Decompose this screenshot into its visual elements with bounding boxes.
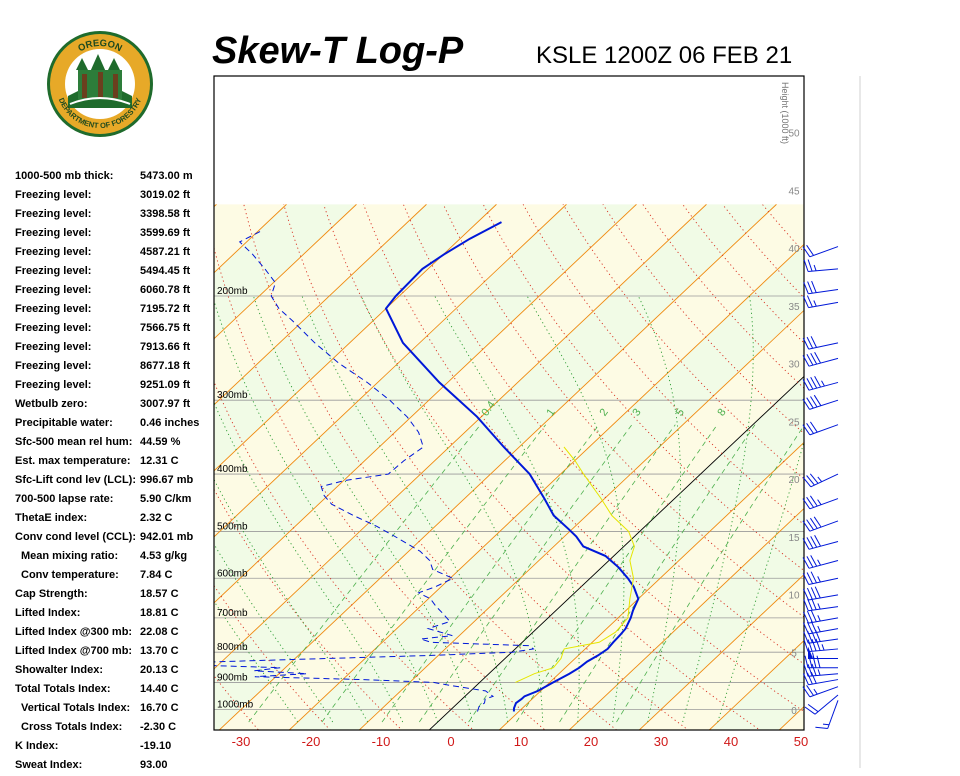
wind-barb <box>803 296 838 308</box>
wind-barb <box>804 281 838 294</box>
wind-barb <box>803 474 838 487</box>
temperature-tick-label: -10 <box>372 734 391 749</box>
wind-barb <box>803 336 838 349</box>
wind-barb-column <box>803 76 860 768</box>
pressure-tick-label: 400mb <box>217 464 248 475</box>
wind-barb <box>803 535 838 549</box>
pressure-tick-label: 700mb <box>217 608 248 619</box>
dry-adiabat-line <box>882 204 960 745</box>
wind-barb <box>803 496 838 509</box>
isotherm-line <box>0 204 76 745</box>
dry-adiabat-line <box>4 204 199 745</box>
wind-barb <box>803 610 838 623</box>
wind-barb <box>803 422 838 435</box>
dry-adiabat-line <box>802 204 960 745</box>
wind-barb <box>803 685 838 697</box>
temperature-tick-label: 20 <box>584 734 598 749</box>
temperature-tick-label: 50 <box>794 734 808 749</box>
wind-barb <box>804 664 838 676</box>
height-tick-label: 15 <box>788 533 800 544</box>
height-tick-label: 10 <box>788 591 800 602</box>
wind-barb <box>803 352 838 366</box>
pressure-tick-label: 900mb <box>217 672 248 683</box>
isotherm-line <box>0 204 6 745</box>
height-tick-label: 5 <box>791 648 797 659</box>
pressure-tick-label: 600mb <box>217 568 248 579</box>
wind-barb <box>803 395 838 409</box>
temperature-tick-label: 10 <box>514 734 528 749</box>
height-tick-label: 45 <box>788 186 800 197</box>
wind-barb <box>803 587 838 600</box>
isotherm-line <box>0 204 216 745</box>
wind-barb <box>805 695 838 714</box>
pressure-tick-label: 300mb <box>217 390 248 401</box>
wind-barb <box>803 517 838 531</box>
wind-barb <box>803 245 838 257</box>
pressure-tick-label: 1000mb <box>217 700 254 711</box>
wind-barb <box>803 555 838 568</box>
pressure-tick-label: 500mb <box>217 521 248 532</box>
temperature-tick-label: 30 <box>654 734 668 749</box>
height-tick-label: 30 <box>788 360 800 371</box>
pressure-tick-label: 800mb <box>217 642 248 653</box>
height-tick-label: 25 <box>788 417 800 428</box>
height-tick-label: 20 <box>788 475 800 486</box>
wind-barb <box>803 572 838 585</box>
isotherm-line <box>0 204 146 745</box>
temperature-tick-label: 0 <box>447 734 454 749</box>
height-tick-label: 35 <box>788 302 800 313</box>
temperature-tick-label: 40 <box>724 734 738 749</box>
height-tick-label: 0 <box>791 706 797 717</box>
height-tick-label: 50 <box>788 129 800 140</box>
dry-adiabat-line <box>922 204 960 745</box>
wind-barb <box>803 376 838 390</box>
height-tick-label: 40 <box>788 244 800 255</box>
pressure-tick-label: 200mb <box>217 286 248 297</box>
temperature-tick-label: -30 <box>232 734 251 749</box>
wind-barb <box>804 260 838 272</box>
temperature-tick-label: -20 <box>302 734 321 749</box>
